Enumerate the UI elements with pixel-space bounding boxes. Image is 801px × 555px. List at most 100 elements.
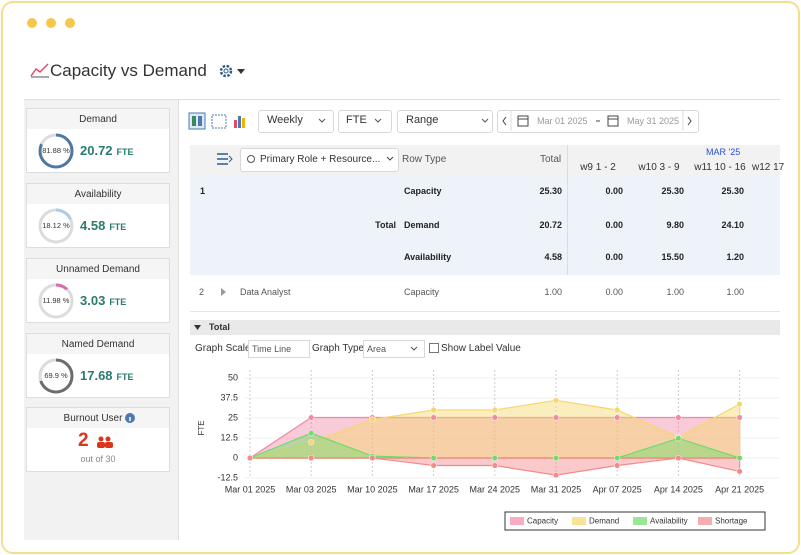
row-label: Total (375, 220, 396, 230)
x-tick-label: Mar 31 2025 (531, 484, 582, 494)
point (369, 416, 376, 423)
collapse-icon[interactable] (193, 323, 203, 332)
card-value: 20.72 FTE (80, 143, 134, 158)
y-tick-label: 37.5 (220, 392, 238, 402)
page-title: Capacity vs Demand (50, 61, 207, 80)
point (675, 435, 682, 442)
cell-value: 0.00 (605, 220, 623, 230)
legend-label: Shortage (715, 517, 748, 526)
point (552, 414, 560, 421)
type-select[interactable] (363, 340, 425, 358)
x-tick-label: Mar 01 2025 (225, 484, 276, 494)
period-value: Weekly (267, 114, 303, 126)
cell-value: 20.72 (539, 220, 562, 230)
cell-value: 25.30 (721, 186, 744, 196)
point (491, 406, 498, 414)
scale-select[interactable] (248, 340, 310, 358)
group-column: Primary Role + Resource... (260, 154, 381, 165)
cell-value: 9.80 (666, 220, 684, 230)
point (614, 414, 621, 421)
settings-button[interactable] (218, 63, 248, 79)
window-dots (27, 18, 75, 28)
row-index: 2 (199, 287, 205, 297)
legend-swatch (698, 517, 712, 525)
mode-select[interactable] (397, 110, 493, 133)
card-title: Availability (74, 189, 122, 200)
card-header (27, 408, 169, 428)
end-date: May 31 2025 (627, 116, 680, 126)
point (736, 414, 743, 421)
date-icons (502, 111, 692, 131)
donut-label: 81.88 % (42, 146, 70, 155)
view-icons[interactable] (188, 112, 252, 130)
y-tick-label: 0 (233, 452, 238, 462)
row-type: Demand (404, 220, 440, 230)
card-header (27, 259, 169, 279)
expand-arrow (221, 288, 226, 296)
donut-arc (38, 358, 74, 394)
legend-label: Capacity (527, 517, 558, 526)
point (614, 454, 621, 462)
point (552, 454, 560, 462)
total-row (190, 175, 780, 275)
point (736, 401, 743, 408)
point (246, 454, 254, 462)
head (98, 436, 104, 442)
card-value: 17.68 FTE (80, 368, 134, 383)
unit-value: FTE (346, 114, 367, 126)
donut-label: 18.12 % (42, 221, 70, 230)
start-date: Mar 01 2025 (537, 116, 588, 126)
card-unit: FTE (109, 222, 127, 232)
point (430, 414, 437, 421)
card-value: 3.03 FTE (80, 293, 127, 308)
x-tick-label: Mar 24 2025 (470, 484, 521, 494)
point (491, 414, 498, 421)
group-select[interactable] (240, 148, 399, 172)
body (97, 442, 105, 448)
y-tick-label: -12.5 (217, 472, 238, 482)
label-checkbox[interactable] (429, 343, 439, 353)
column-menu[interactable] (216, 152, 234, 166)
row-divider (190, 311, 780, 312)
x-tick-label: Apr 07 2025 (593, 484, 642, 494)
legend-swatch (510, 517, 524, 525)
area-chart: FTE 50 37.5 25 12.5 0 -12.5 Mar 01 2025 Mar 03 2… (197, 370, 780, 531)
select-arrows (318, 118, 489, 123)
expand-icon[interactable] (220, 287, 228, 297)
donut: 69.9 % (38, 358, 74, 394)
cell-value: 0.00 (605, 186, 623, 196)
card-title: Unnamed Demand (56, 264, 140, 275)
point (430, 406, 437, 414)
period-select[interactable] (258, 110, 334, 133)
point (430, 454, 437, 462)
row-index: 1 (200, 186, 206, 196)
card-unit: FTE (109, 297, 127, 307)
cell-value: 1.00 (544, 287, 562, 297)
legend-label: Demand (589, 517, 619, 526)
chart-panel-header (190, 320, 780, 335)
people-icon (97, 436, 113, 448)
point (614, 462, 621, 469)
y-tick-label: 25 (228, 412, 238, 422)
point (675, 454, 682, 462)
scale-label: Graph Scale (195, 343, 251, 354)
donut: 18.12 % (38, 208, 74, 244)
row-type: Capacity (404, 186, 442, 196)
donut-arc (38, 208, 74, 244)
cell-value: 4.58 (544, 252, 562, 262)
point (614, 406, 621, 414)
burnout-value: 2 (78, 430, 89, 451)
chart-panel-title: Total (209, 322, 230, 332)
card-title: Burnout User (63, 413, 123, 424)
burnout-note: out of 30 (80, 454, 116, 464)
info-icon[interactable] (124, 412, 136, 424)
unit-select[interactable] (338, 110, 392, 133)
week-header: w9 1 - 2 (580, 162, 616, 173)
legend-swatch (633, 517, 647, 525)
y-axis-label: FTE (197, 420, 206, 435)
row-type-header: Row Type (402, 154, 447, 165)
card-header (27, 109, 169, 129)
x-tick-label: Mar 17 2025 (408, 484, 459, 494)
